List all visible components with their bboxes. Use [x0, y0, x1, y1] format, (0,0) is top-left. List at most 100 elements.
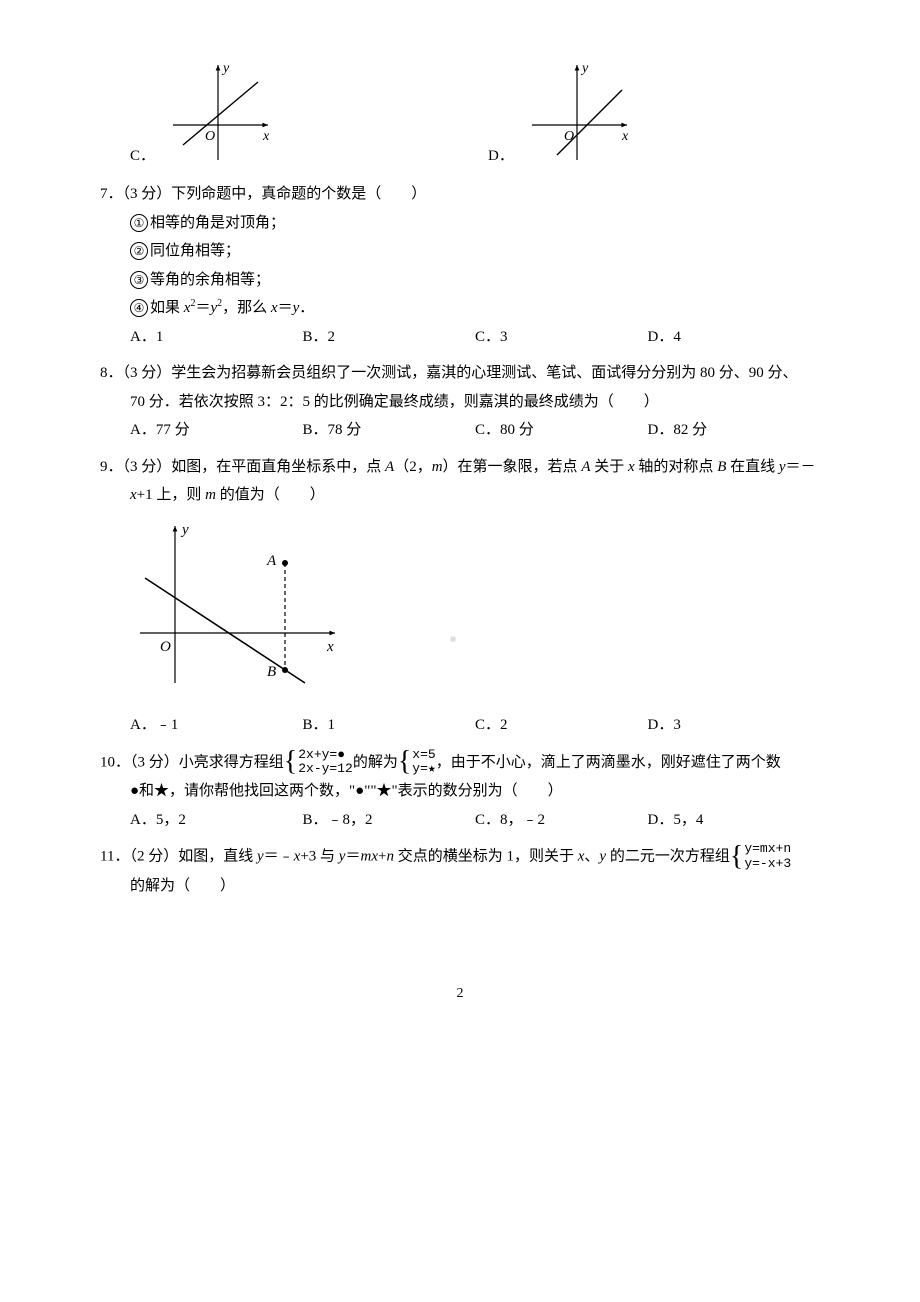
- q11-p3: 的二元一次方程组: [606, 849, 730, 865]
- svg-text:O: O: [205, 129, 215, 144]
- question-10: 10．（3 分）小亮求得方程组{2x+y=●2x-y=12的解为{x=5y=★，…: [100, 748, 820, 835]
- q8-stem2: 70 分．若依次按照 3：2：5 的比例确定最终成绩，则嘉淇的最终成绩为（ ）: [130, 388, 820, 417]
- svg-text:x: x: [262, 129, 270, 144]
- question-8: 8．（3 分）学生会为招募新会员组织了一次测试，嘉淇的心理测试、笔试、面试得分分…: [100, 359, 820, 445]
- q9-optC: C．2: [475, 711, 648, 740]
- q9-optD: D．3: [648, 711, 821, 740]
- option-graphs-cd: C． Ox y D． Ox y: [100, 60, 820, 170]
- svg-text:y: y: [580, 61, 589, 76]
- q10-system1: {2x+y=●2x-y=12: [284, 748, 353, 778]
- option-d-label: D．: [488, 142, 514, 171]
- q9-p3: 轴的对称点: [635, 459, 718, 475]
- q11-eq2: ＝: [345, 849, 360, 865]
- q7-optD: D．4: [648, 323, 821, 352]
- q11-y1: y: [257, 849, 264, 865]
- q10-eq2l1: x=5: [412, 748, 435, 763]
- q7-s1: 相等的角是对顶角；: [150, 215, 285, 231]
- q11-p1: ．（2 分）如图，直线: [114, 849, 257, 865]
- q9-s2b: 的值为（ ）: [216, 487, 325, 503]
- q7-optB: B．2: [303, 323, 476, 352]
- q10-system2: {x=5y=★: [398, 748, 436, 778]
- svg-text:O: O: [160, 639, 171, 655]
- q10-optB: B．﹣8，2: [303, 806, 476, 835]
- q11-plus3: +3 与: [300, 849, 338, 865]
- question-7: 7．（3 分）下列命题中，真命题的个数是（ ） ①相等的角是对顶角； ②同位角相…: [100, 180, 820, 351]
- question-11: 11．（2 分）如图，直线 y＝﹣x+3 与 y＝mx+n 交点的横坐标为 1，…: [100, 842, 820, 900]
- q7-s4b: ，那么: [222, 300, 271, 316]
- option-d-graph: D． Ox y: [458, 60, 637, 170]
- q7-s2: 同位角相等；: [150, 243, 240, 259]
- q7-optA: A．1: [130, 323, 303, 352]
- watermark-icon: ■: [450, 630, 456, 649]
- circled-1: ①: [130, 214, 148, 232]
- q11-sysl2: y=-x+3: [744, 857, 791, 872]
- option-c-label: C．: [130, 142, 155, 171]
- q9-x: x: [628, 459, 635, 475]
- q9-m: m: [432, 459, 443, 475]
- q11-p2: 交点的横坐标为 1，则关于: [394, 849, 578, 865]
- q9-coords: （2，: [394, 459, 432, 475]
- q10-stem2: ●和★，请你帮他找回这两个数，"●""★"表示的数分别为（ ）: [130, 777, 820, 806]
- q8-optD: D．82 分: [648, 416, 821, 445]
- q10-optA: A．5，2: [130, 806, 303, 835]
- q7-s4c: ．: [299, 300, 314, 316]
- q11-stem2: 的解为（ ）: [130, 872, 820, 901]
- q9-x2: x: [130, 487, 137, 503]
- q7-s4a: 如果: [150, 300, 184, 316]
- q9-p2: 关于: [590, 459, 628, 475]
- q10-dot: ●: [337, 747, 345, 762]
- q11-m: m: [360, 849, 371, 865]
- q9-y: y: [779, 459, 786, 475]
- q9-figure: A By x O: [130, 518, 820, 704]
- q10-optD: D．5，4: [648, 806, 821, 835]
- q10-eq1l1: 2x+y=: [298, 747, 337, 762]
- circled-3: ③: [130, 271, 148, 289]
- q8-optB: B．78 分: [303, 416, 476, 445]
- circled-4: ④: [130, 299, 148, 317]
- q8-stem1: ．（3 分）学生会为招募新会员组织了一次测试，嘉淇的心理测试、笔试、面试得分分别…: [108, 365, 798, 381]
- q8-num: 8: [100, 365, 108, 381]
- svg-text:x: x: [621, 129, 629, 144]
- graph-c-svg: Ox y: [163, 60, 278, 170]
- q10-p1: ．（3 分）小亮求得方程组: [115, 754, 284, 770]
- q9-m2: m: [205, 487, 216, 503]
- q11-eq1: ＝﹣: [264, 849, 294, 865]
- q9-B: B: [717, 459, 726, 475]
- svg-text:B: B: [267, 664, 276, 680]
- q11-x2: x: [371, 849, 378, 865]
- q9-optB: B．1: [303, 711, 476, 740]
- q9-num: 9: [100, 459, 108, 475]
- q10-p2: 的解为: [353, 754, 398, 770]
- q10-optC: C．8，﹣2: [475, 806, 648, 835]
- q9-eq: ＝－: [786, 459, 816, 475]
- q10-eq2l2: y=: [412, 761, 428, 776]
- q9-svg: A By x O: [130, 518, 350, 693]
- q8-optC: C．80 分: [475, 416, 648, 445]
- q9-s2a: +1 上，则: [137, 487, 205, 503]
- q7-optC: C．3: [475, 323, 648, 352]
- q11-sysl1: y=mx+n: [744, 842, 791, 857]
- q8-optA: A．77 分: [130, 416, 303, 445]
- q7-x2: x: [271, 300, 278, 316]
- question-9: 9．（3 分）如图，在平面直角坐标系中，点 A（2，m）在第一象限，若点 A 关…: [100, 453, 820, 740]
- q10-eq1l2: 2x-y=12: [298, 762, 353, 777]
- graph-d-svg: Ox y: [522, 60, 637, 170]
- q11-n: n: [386, 849, 394, 865]
- svg-text:O: O: [564, 129, 574, 144]
- option-c-graph: C． Ox y: [100, 60, 278, 170]
- q10-num: 10: [100, 754, 115, 770]
- q11-system: {y=mx+ny=-x+3: [730, 842, 791, 872]
- q7-num: 7: [100, 186, 108, 202]
- q7-s3: 等角的余角相等；: [150, 272, 270, 288]
- svg-text:y: y: [221, 61, 230, 76]
- q9-optA: A．﹣1: [130, 711, 303, 740]
- svg-text:y: y: [180, 522, 189, 538]
- q9-p1: ．（3 分）如图，在平面直角坐标系中，点: [108, 459, 386, 475]
- q9-p4: 在直线: [726, 459, 779, 475]
- svg-text:x: x: [326, 639, 334, 655]
- q10-p3: ，由于不小心，滴上了两滴墨水，刚好遮住了两个数: [436, 754, 781, 770]
- page-number: 2: [100, 981, 820, 1008]
- q11-comma: 、: [584, 849, 599, 865]
- q7-stem: ．（3 分）下列命题中，真命题的个数是（ ）: [108, 186, 427, 202]
- svg-text:A: A: [266, 553, 277, 569]
